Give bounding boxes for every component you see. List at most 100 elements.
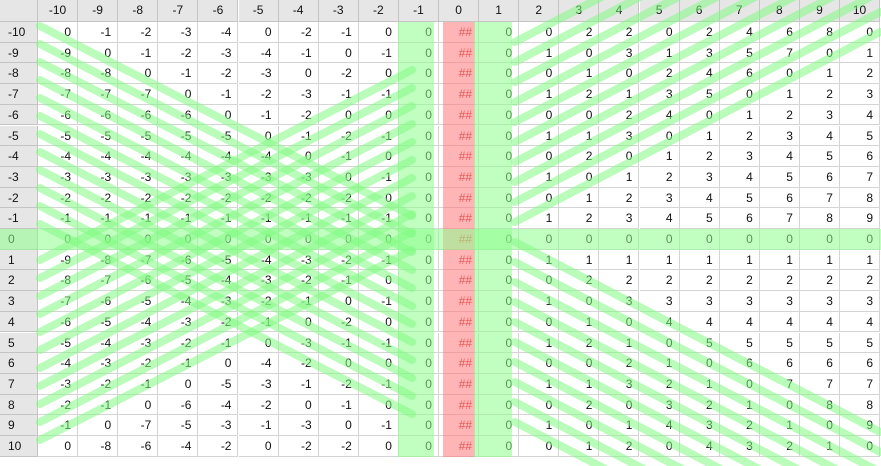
grid-cell[interactable]: 1 [599, 84, 640, 105]
grid-cell[interactable]: 4 [799, 311, 840, 333]
grid-cell[interactable]: 5 [759, 332, 800, 354]
grid-cell[interactable]: -3 [238, 270, 279, 292]
grid-cell[interactable]: -1 [318, 394, 359, 416]
grid-cell[interactable]: -1 [158, 353, 199, 374]
grid-cell[interactable]: 0 [719, 84, 760, 105]
grid-cell[interactable]: -1 [158, 63, 199, 85]
grid-cell[interactable]: 6 [840, 353, 881, 374]
grid-cell[interactable]: 0 [559, 166, 600, 188]
grid-cell[interactable]: 0 [398, 394, 439, 416]
grid-cell[interactable]: -9 [38, 249, 79, 271]
grid-cell[interactable]: -3 [198, 42, 239, 64]
grid-cell[interactable]: 5 [679, 208, 720, 229]
grid-cell[interactable]: -4 [238, 42, 279, 64]
grid-cell[interactable]: 0 [479, 311, 520, 333]
grid-cell[interactable]: 0 [398, 229, 439, 250]
grid-cell[interactable]: 1 [559, 125, 600, 147]
grid-cell[interactable]: 3 [639, 187, 680, 209]
grid-cell[interactable]: -3 [158, 22, 199, 43]
grid-cell[interactable]: -5 [198, 125, 239, 147]
grid-cell[interactable]: 0 [318, 229, 359, 250]
grid-cell[interactable]: 0 [479, 84, 520, 105]
grid-cell[interactable]: 2 [719, 270, 760, 292]
grid-cell[interactable]: 0 [278, 311, 319, 333]
column-header[interactable]: -9 [78, 0, 119, 22]
grid-cell[interactable]: 2 [840, 63, 881, 85]
grid-cell[interactable]: -4 [158, 436, 199, 457]
grid-cell[interactable]: 0 [398, 63, 439, 85]
grid-cell[interactable]: -2 [238, 394, 279, 416]
grid-cell[interactable]: -3 [198, 415, 239, 436]
grid-cell[interactable]: 0 [238, 229, 279, 250]
grid-cell[interactable]: 1 [559, 187, 600, 209]
grid-cell[interactable]: -6 [158, 249, 199, 271]
grid-cell[interactable]: -2 [198, 311, 239, 333]
grid-cell[interactable]: -2 [318, 373, 359, 395]
grid-cell[interactable]: 0 [759, 394, 800, 416]
grid-cell[interactable]: 0 [38, 229, 79, 250]
grid-cell[interactable]: 4 [840, 104, 881, 126]
grid-cell[interactable]: 0 [358, 63, 399, 85]
grid-cell[interactable]: -1 [358, 166, 399, 188]
column-header[interactable]: -1 [398, 0, 439, 22]
grid-cell[interactable]: 0 [639, 436, 680, 457]
grid-cell[interactable]: 5 [799, 146, 840, 167]
grid-cell[interactable]: 4 [679, 436, 720, 457]
grid-cell[interactable]: 1 [679, 249, 720, 271]
grid-cell[interactable]: 7 [840, 373, 881, 395]
grid-cell[interactable]: 2 [679, 22, 720, 43]
grid-cell[interactable]: -2 [118, 22, 159, 43]
row-header[interactable]: -8 [0, 63, 38, 85]
grid-cell[interactable]: 3 [799, 291, 840, 312]
grid-cell[interactable]: 0 [719, 229, 760, 250]
grid-cell[interactable]: 2 [599, 104, 640, 126]
grid-cell[interactable]: 0 [158, 84, 199, 105]
grid-cell[interactable]: -2 [318, 436, 359, 457]
grid-cell[interactable]: 0 [559, 291, 600, 312]
grid-cell[interactable]: 0 [198, 229, 239, 250]
grid-cell[interactable]: 2 [679, 394, 720, 416]
grid-cell[interactable]: -4 [38, 353, 79, 374]
grid-cell[interactable]: 0 [398, 332, 439, 354]
grid-cell[interactable]: ## [439, 394, 480, 416]
grid-cell[interactable]: 0 [479, 394, 520, 416]
grid-cell[interactable]: 4 [719, 22, 760, 43]
grid-cell[interactable]: -2 [238, 187, 279, 209]
grid-cell[interactable]: 1 [799, 63, 840, 85]
grid-cell[interactable]: ## [439, 436, 480, 457]
grid-cell[interactable]: 3 [599, 291, 640, 312]
grid-cell[interactable]: -7 [78, 270, 119, 292]
grid-cell[interactable]: 5 [840, 125, 881, 147]
grid-cell[interactable]: 3 [840, 291, 881, 312]
grid-cell[interactable]: 1 [519, 415, 560, 436]
column-header[interactable]: 10 [840, 0, 881, 22]
grid-cell[interactable]: 2 [559, 208, 600, 229]
grid-cell[interactable]: 0 [519, 270, 560, 292]
grid-cell[interactable]: 8 [840, 394, 881, 416]
grid-cell[interactable]: -1 [198, 84, 239, 105]
grid-cell[interactable]: ## [439, 146, 480, 167]
grid-cell[interactable]: 0 [599, 63, 640, 85]
grid-cell[interactable]: 6 [719, 63, 760, 85]
grid-cell[interactable]: 1 [719, 394, 760, 416]
grid-cell[interactable]: 0 [519, 63, 560, 85]
grid-cell[interactable]: 4 [679, 311, 720, 333]
grid-cell[interactable]: -1 [278, 208, 319, 229]
grid-cell[interactable]: 3 [719, 146, 760, 167]
grid-cell[interactable]: -1 [198, 208, 239, 229]
grid-cell[interactable]: 2 [799, 84, 840, 105]
grid-cell[interactable]: 1 [519, 373, 560, 395]
grid-cell[interactable]: -2 [318, 125, 359, 147]
column-header[interactable]: 9 [799, 0, 840, 22]
grid-cell[interactable]: 0 [358, 187, 399, 209]
grid-cell[interactable]: 3 [679, 42, 720, 64]
column-header[interactable]: 2 [519, 0, 560, 22]
row-header[interactable]: -3 [0, 166, 38, 188]
grid-cell[interactable]: -3 [118, 166, 159, 188]
grid-cell[interactable]: 1 [799, 436, 840, 457]
grid-cell[interactable]: ## [439, 166, 480, 188]
grid-cell[interactable]: -1 [198, 332, 239, 354]
grid-cell[interactable]: 1 [639, 353, 680, 374]
grid-cell[interactable]: -8 [38, 270, 79, 292]
grid-cell[interactable]: 0 [679, 229, 720, 250]
